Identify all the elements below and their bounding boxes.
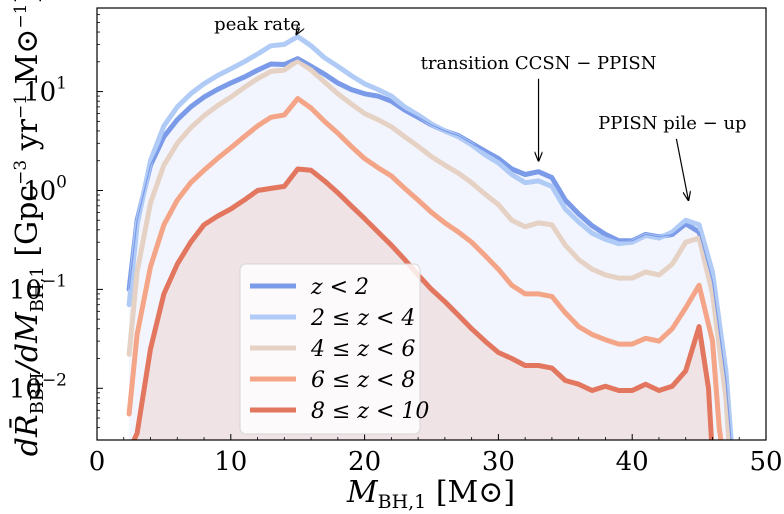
series-lines — [126, 34, 734, 440]
series-line-1 — [126, 34, 734, 440]
legend-label: 8 ≤ z < 10 — [311, 399, 429, 424]
annotation-text: transition CCSN − PPISN — [421, 53, 657, 74]
y-tick-label: 10−1 — [9, 271, 67, 305]
x-tick-label: 10 — [214, 447, 247, 477]
x-tick-label: 50 — [749, 447, 782, 477]
legend-label: 2 ≤ z < 4 — [310, 306, 415, 331]
series-line-4 — [131, 166, 714, 440]
x-tick-label: 40 — [616, 447, 649, 477]
x-axis-label: MBH,1 [M⊙] — [346, 475, 515, 513]
legend: z < 2 2 ≤ z < 4 4 ≤ z < 6 6 ≤ z < 8 8 ≤ z < … — [239, 263, 429, 435]
legend-label: 4 ≤ z < 6 — [310, 337, 415, 362]
x-tick-label: 30 — [482, 447, 515, 477]
y-axis-ticks: 10−2 10−1 100 101 — [9, 7, 103, 441]
x-axis-ticks: 0 10 20 30 40 50 — [89, 434, 783, 477]
x-tick-label: 20 — [348, 447, 381, 477]
annotation-arrow — [675, 138, 688, 200]
series-line-3 — [126, 96, 724, 440]
annotation-text: PPISN pile − up — [598, 113, 746, 134]
x-tick-label: 0 — [89, 447, 106, 477]
legend-label: z < 2 — [310, 275, 369, 300]
annotations: peak rate transition CCSN − PPISN PPISN pi… — [214, 14, 747, 200]
y-tick-label: 100 — [23, 172, 67, 206]
y-axis-label: dR̄BBH/dMBH,1 [Gpc−3 yr−1 M⊙−1] — [9, 0, 48, 456]
annotation-text: peak rate — [214, 14, 301, 35]
y-tick-label: 101 — [23, 74, 67, 108]
annotation-arrow — [296, 29, 299, 34]
series-line-2 — [126, 58, 732, 440]
series-outline-0 — [128, 58, 732, 440]
legend-box — [239, 263, 421, 435]
legend-label: 6 ≤ z < 8 — [311, 368, 415, 393]
plot-frame — [96, 7, 767, 441]
y-tick-label: 10−2 — [9, 370, 67, 404]
